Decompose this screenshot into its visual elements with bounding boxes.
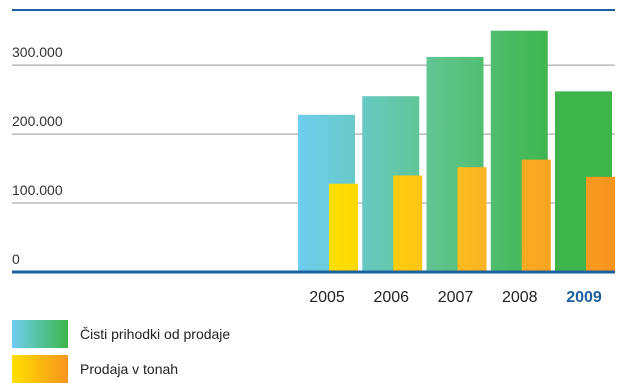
legend-item-net-sales: Čisti prihodki od prodaje [12,320,230,348]
y-tick-label: 0 [12,251,20,267]
bar-sales-tonnes-2008 [521,159,551,272]
legend-label-net-sales: Čisti prihodki od prodaje [80,326,231,342]
legend-swatch-sales-tonnes [12,355,68,383]
x-tick-label-2005: 2005 [309,289,345,306]
legend-item-sales-tonnes: Prodaja v tonah [12,355,178,383]
legend-label-sales-tonnes: Prodaja v tonah [80,361,179,377]
y-tick-label: 100.000 [12,182,63,198]
bar-sales-tonnes-2007 [457,167,487,272]
bar-sales-tonnes-2006 [393,175,423,272]
x-tick-label-2006: 2006 [373,289,409,306]
legend-swatch-net-sales [12,320,68,348]
x-tick-label-2007: 2007 [438,289,474,306]
y-tick-label: 200.000 [12,113,63,129]
x-tick-label-2008: 2008 [502,289,538,306]
bar-sales-tonnes-2005 [329,183,358,272]
y-tick-label: 300.000 [12,44,63,60]
bar-sales-tonnes-2009 [586,176,615,272]
x-tick-label-2009: 2009 [566,289,602,306]
